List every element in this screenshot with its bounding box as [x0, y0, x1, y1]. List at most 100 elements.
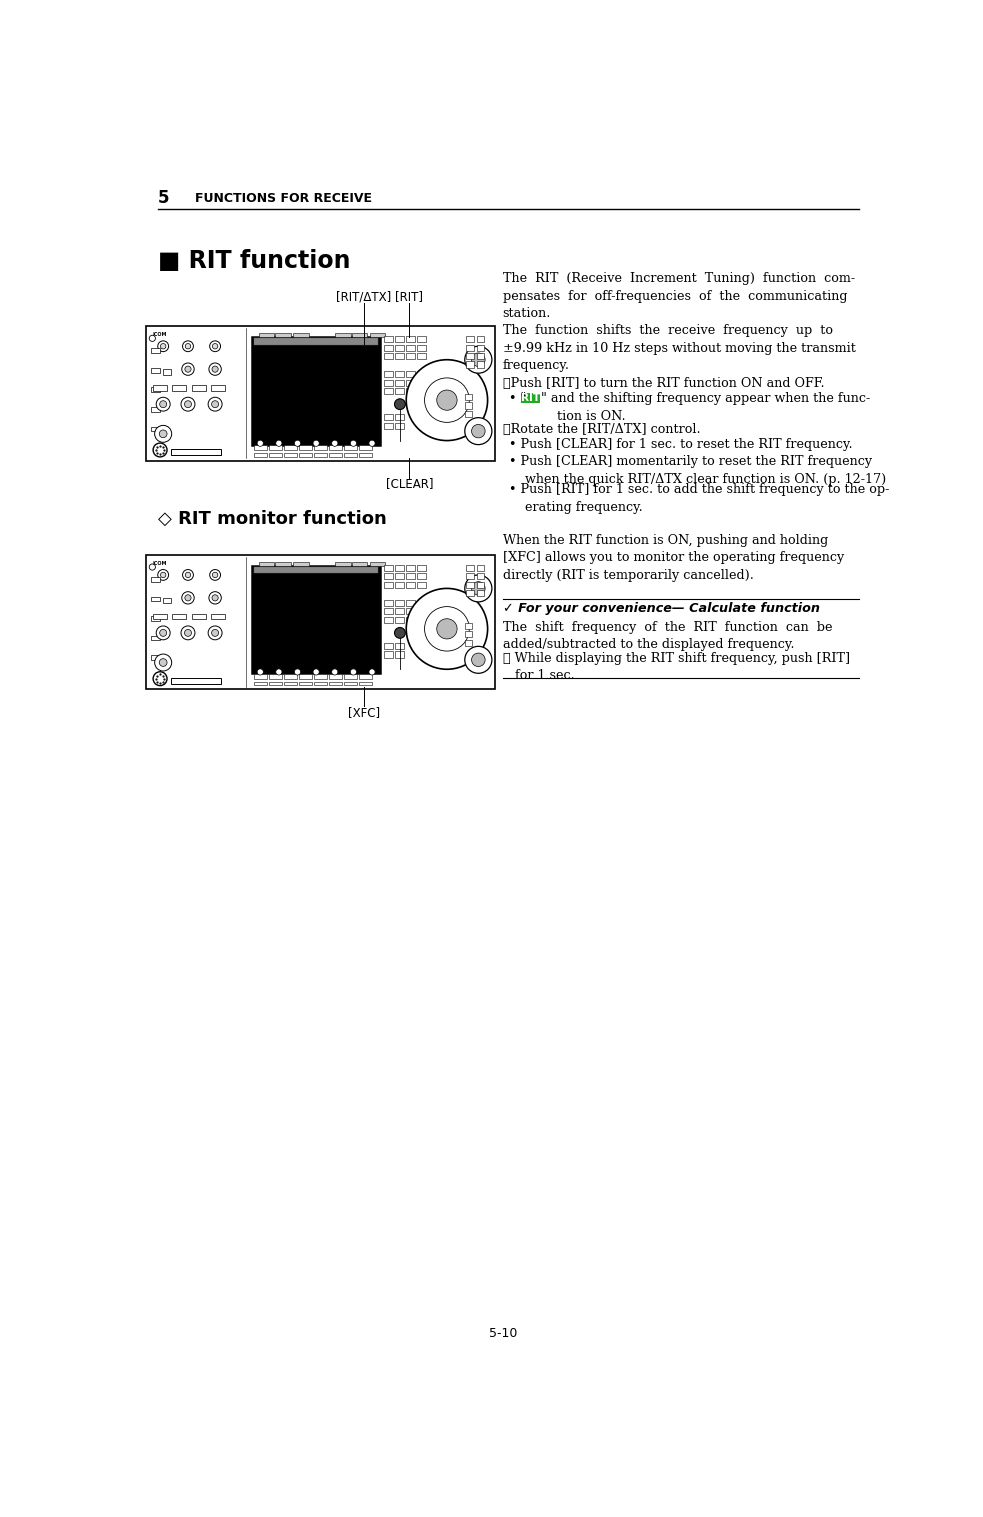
Circle shape	[185, 630, 192, 636]
Circle shape	[369, 669, 376, 675]
Bar	[417, 581, 426, 587]
Circle shape	[331, 440, 338, 446]
Text: ■ RIT function: ■ RIT function	[157, 249, 350, 273]
Bar	[335, 332, 351, 337]
Text: ②Rotate the [RIT/ΔTX] control.: ②Rotate the [RIT/ΔTX] control.	[502, 423, 700, 435]
Circle shape	[369, 440, 376, 446]
Bar	[477, 361, 485, 367]
Bar	[406, 573, 415, 579]
Circle shape	[211, 630, 218, 636]
Bar	[477, 573, 485, 579]
Circle shape	[276, 669, 282, 675]
Bar	[467, 353, 474, 360]
Bar	[395, 573, 404, 579]
Bar	[253, 566, 379, 674]
Bar	[417, 379, 426, 385]
Bar	[417, 573, 426, 579]
Bar	[395, 353, 404, 360]
Bar	[395, 599, 404, 605]
Bar	[384, 344, 393, 350]
Circle shape	[159, 400, 167, 408]
Circle shape	[182, 363, 195, 375]
Circle shape	[157, 341, 169, 352]
Bar	[395, 379, 404, 385]
Bar	[211, 614, 225, 619]
Bar	[417, 353, 426, 360]
Bar	[344, 454, 357, 457]
Bar	[406, 379, 415, 385]
Bar	[384, 337, 393, 343]
Circle shape	[154, 654, 172, 671]
Bar	[406, 617, 415, 623]
Bar	[467, 337, 474, 343]
Circle shape	[465, 346, 492, 373]
Circle shape	[465, 575, 492, 602]
Bar	[395, 581, 404, 587]
Circle shape	[153, 443, 167, 457]
Bar	[171, 449, 221, 455]
Bar	[384, 573, 393, 579]
Bar	[384, 608, 393, 614]
Bar	[477, 564, 485, 570]
Circle shape	[472, 581, 486, 595]
Bar	[417, 344, 426, 350]
Bar	[467, 590, 474, 596]
Bar	[406, 564, 415, 570]
Bar	[359, 681, 372, 686]
Circle shape	[160, 343, 166, 349]
Bar	[150, 655, 160, 660]
Bar	[269, 454, 282, 457]
Circle shape	[183, 569, 194, 581]
Bar	[395, 414, 404, 420]
Bar	[359, 446, 372, 451]
Bar	[384, 617, 393, 623]
Bar	[395, 651, 404, 657]
Text: ◇ RIT monitor function: ◇ RIT monitor function	[157, 510, 386, 528]
Bar	[314, 674, 327, 678]
Bar	[467, 344, 474, 350]
Circle shape	[182, 592, 195, 604]
Bar	[465, 631, 473, 637]
Circle shape	[276, 440, 282, 446]
Bar	[284, 454, 297, 457]
Bar	[314, 446, 327, 451]
Bar	[359, 674, 372, 678]
Text: [CLEAR]: [CLEAR]	[385, 478, 434, 490]
Bar	[284, 446, 297, 451]
Bar	[477, 581, 485, 587]
Bar	[146, 326, 494, 461]
Circle shape	[209, 363, 221, 375]
Bar	[344, 681, 357, 686]
Bar	[150, 596, 160, 601]
Bar	[395, 643, 404, 649]
Bar	[150, 387, 160, 391]
Circle shape	[331, 669, 338, 675]
Bar	[465, 622, 473, 630]
Text: [RIT]: [RIT]	[395, 290, 424, 303]
Bar	[395, 617, 404, 623]
Bar	[284, 681, 297, 686]
Bar	[153, 614, 167, 619]
Circle shape	[212, 366, 218, 372]
Text: • ": • "	[509, 393, 526, 405]
Bar	[384, 388, 393, 394]
Bar	[254, 681, 267, 686]
Bar	[465, 640, 473, 646]
Bar	[384, 423, 393, 429]
Bar	[328, 454, 342, 457]
Bar	[150, 576, 160, 581]
Circle shape	[406, 360, 488, 440]
Circle shape	[153, 672, 167, 686]
Bar	[335, 561, 351, 566]
Bar	[384, 372, 393, 378]
Bar	[314, 681, 327, 686]
Bar	[299, 454, 313, 457]
Bar	[384, 564, 393, 570]
Circle shape	[425, 378, 469, 422]
Bar	[359, 454, 372, 457]
Bar	[269, 446, 282, 451]
Bar	[299, 446, 313, 451]
Bar	[150, 636, 160, 640]
Bar	[417, 564, 426, 570]
Bar	[417, 388, 426, 394]
